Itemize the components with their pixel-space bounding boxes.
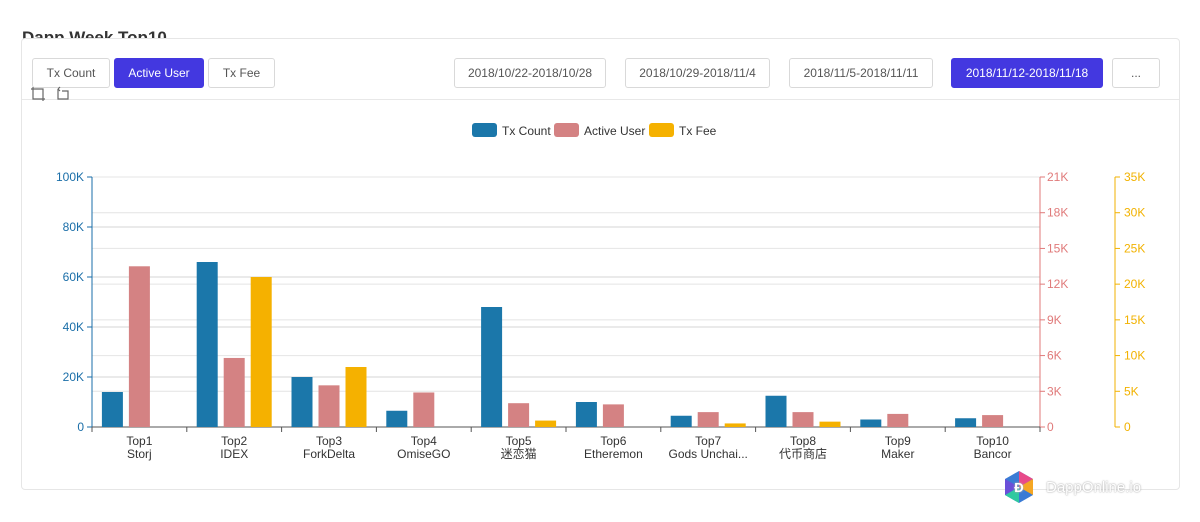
y-axis-right2-tick-label: 15K <box>1124 313 1145 327</box>
bar-tx-count <box>670 415 692 427</box>
tab-tx-count[interactable]: Tx Count <box>32 58 110 88</box>
y-axis-left-tick-label: 100K <box>56 170 84 184</box>
x-axis-category-label: Top1 <box>126 434 152 448</box>
bar-tx-fee <box>250 277 272 427</box>
date-range-button-4[interactable]: 2018/11/12-2018/11/18 <box>951 58 1103 88</box>
bar-active-user <box>792 412 814 427</box>
x-axis-category-label: Top6 <box>600 434 626 448</box>
tab-tx-fee[interactable]: Tx Fee <box>208 58 275 88</box>
bar-tx-count <box>101 392 123 427</box>
x-axis-category-sublabel: Maker <box>881 447 914 461</box>
y-axis-right1-tick-label: 3K <box>1047 384 1062 398</box>
y-axis-right2-tick-label: 20K <box>1124 277 1145 291</box>
x-axis-category-sublabel: Storj <box>127 447 152 461</box>
x-axis-category-label: Top3 <box>316 434 342 448</box>
y-axis-right1-tick-label: 12K <box>1047 277 1068 291</box>
x-axis-category-label: Top2 <box>221 434 247 448</box>
bar-active-user <box>887 413 909 427</box>
x-axis-category-sublabel: Bancor <box>974 447 1012 461</box>
bar-tx-count <box>860 419 882 427</box>
legend-swatch <box>472 123 497 137</box>
y-axis-right2-tick-label: 35K <box>1124 170 1145 184</box>
y-axis-right2-tick-label: 0 <box>1124 420 1131 434</box>
x-axis-category-label: Top10 <box>976 434 1009 448</box>
date-range-button-1[interactable]: 2018/10/22-2018/10/28 <box>454 58 606 88</box>
bar-active-user <box>318 385 340 427</box>
watermark: Đ DappOnline.io <box>1002 470 1141 504</box>
x-axis-category-sublabel: Etheremon <box>584 447 643 461</box>
x-axis-category-sublabel: OmiseGO <box>397 447 450 461</box>
y-axis-right1-tick-label: 18K <box>1047 206 1068 220</box>
bar-tx-count <box>955 418 977 427</box>
x-axis-category-sublabel: Gods Unchai... <box>669 447 748 461</box>
x-axis-category-sublabel: 代币商店 <box>779 446 827 461</box>
bar-active-user <box>508 403 530 427</box>
y-axis-left-tick-label: 0 <box>77 420 84 434</box>
y-axis-right1-tick-label: 15K <box>1047 241 1068 255</box>
x-axis-category-sublabel: 迷恋猫 <box>501 446 537 461</box>
y-axis-left-tick-label: 20K <box>63 370 84 384</box>
bar-tx-count <box>765 395 787 427</box>
legend-label: Tx Fee <box>679 124 717 138</box>
bar-tx-count <box>291 377 313 427</box>
date-range-button-2[interactable]: 2018/10/29-2018/11/4 <box>625 58 770 88</box>
bar-active-user <box>128 266 150 427</box>
y-axis-right1-tick-label: 0 <box>1047 420 1054 434</box>
x-axis-category-label: Top5 <box>506 434 532 448</box>
bar-tx-fee <box>819 421 841 427</box>
tab-active-user[interactable]: Active User <box>114 58 204 88</box>
y-axis-left-tick-label: 80K <box>63 220 84 234</box>
bar-tx-count <box>196 262 218 427</box>
y-axis-left-tick-label: 40K <box>63 320 84 334</box>
zoom-reset-icon[interactable] <box>55 86 71 102</box>
svg-text:Đ: Đ <box>1014 480 1023 495</box>
y-axis-right1-tick-label: 9K <box>1047 313 1062 327</box>
y-axis-right2-tick-label: 10K <box>1124 349 1145 363</box>
bar-tx-count <box>481 307 503 427</box>
y-axis-right2-tick-label: 30K <box>1124 206 1145 220</box>
legend-label: Tx Count <box>502 124 551 138</box>
bar-active-user <box>982 415 1004 427</box>
x-axis-category-sublabel: ForkDelta <box>303 447 355 461</box>
x-axis-category-label: Top7 <box>695 434 721 448</box>
bar-tx-count <box>386 410 408 427</box>
bar-tx-fee <box>535 420 557 427</box>
bar-tx-count <box>575 402 597 427</box>
toolbar-divider <box>22 99 1179 100</box>
x-axis-category-label: Top4 <box>411 434 437 448</box>
x-axis-category-label: Top8 <box>790 434 816 448</box>
y-axis-left-tick-label: 60K <box>63 270 84 284</box>
legend-swatch <box>649 123 674 137</box>
bar-tx-fee <box>345 367 367 427</box>
bar-active-user <box>223 357 245 427</box>
y-axis-right1-tick-label: 21K <box>1047 170 1068 184</box>
dapponline-logo-icon: Đ <box>1005 471 1033 503</box>
x-axis-category-label: Top9 <box>885 434 911 448</box>
watermark-text: DappOnline.io <box>1046 478 1142 496</box>
y-axis-right1-tick-label: 6K <box>1047 349 1062 363</box>
zoom-icon[interactable] <box>30 86 46 102</box>
y-axis-right2-tick-label: 25K <box>1124 241 1145 255</box>
x-axis-category-sublabel: IDEX <box>220 447 248 461</box>
legend-label: Active User <box>584 124 645 138</box>
more-dates-button[interactable]: ... <box>1112 58 1160 88</box>
bar-active-user <box>697 412 719 427</box>
date-range-button-3[interactable]: 2018/11/5-2018/11/11 <box>789 58 933 88</box>
y-axis-right2-tick-label: 5K <box>1124 384 1139 398</box>
bar-tx-fee <box>724 423 746 427</box>
legend-swatch <box>554 123 579 137</box>
bar-active-user <box>602 404 624 427</box>
bar-active-user <box>413 392 435 427</box>
